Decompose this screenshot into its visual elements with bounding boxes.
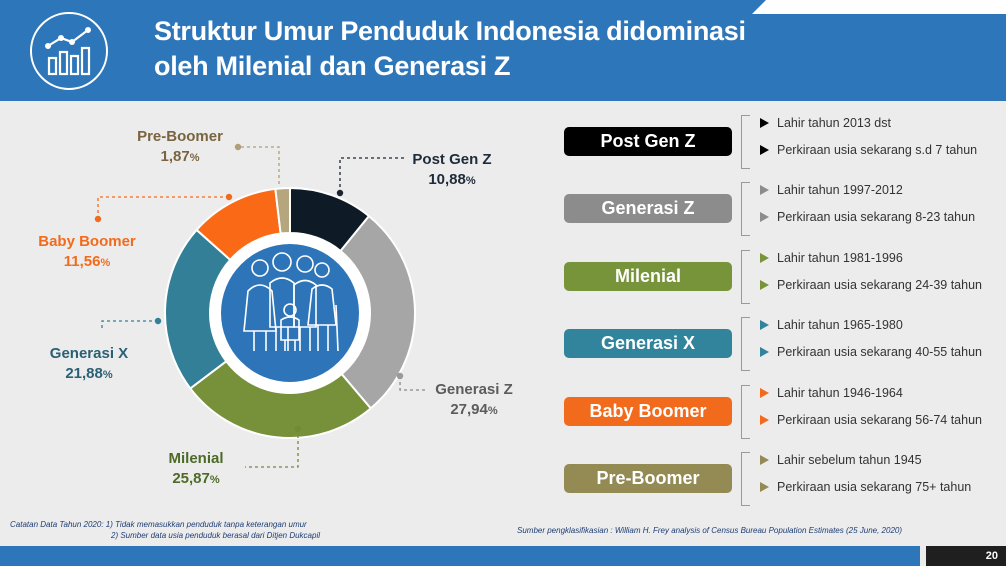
generation-info-2: Perkiraan usia sekarang s.d 7 tahun bbox=[760, 143, 977, 158]
generation-bracket bbox=[741, 250, 750, 304]
triangle-bullet-icon bbox=[760, 118, 769, 128]
label-percent: % bbox=[102, 369, 113, 381]
generation-info-text: Lahir tahun 2013 dst bbox=[777, 116, 891, 130]
label-name: Generasi Z bbox=[435, 381, 513, 398]
generation-box: Post Gen Z bbox=[564, 127, 732, 156]
family-figure-icon bbox=[243, 252, 339, 352]
generation-info-2: Perkiraan usia sekarang 8-23 tahun bbox=[760, 210, 975, 225]
dot-post-gen-z bbox=[336, 189, 344, 197]
label-generasi-z: Generasi Z 27,94% bbox=[424, 380, 524, 422]
label-name: Baby Boomer bbox=[38, 233, 136, 250]
note-line-1: Catatan Data Tahun 2020: 1) Tidak memasu… bbox=[10, 520, 307, 529]
page-title: Struktur Umur Penduduk Indonesia didomin… bbox=[154, 14, 746, 84]
generation-box: Milenial bbox=[564, 262, 732, 291]
triangle-bullet-icon bbox=[760, 415, 769, 425]
leader-post-gen-z bbox=[339, 157, 404, 193]
title-line-1: Struktur Umur Penduduk Indonesia didomin… bbox=[154, 16, 746, 46]
leader-baby-boomer bbox=[97, 196, 229, 219]
label-milenial: Milenial 25,87% bbox=[156, 449, 236, 491]
label-generasi-x: Generasi X 21,88% bbox=[42, 344, 136, 386]
generation-info-2: Perkiraan usia sekarang 40-55 tahun bbox=[760, 345, 982, 360]
triangle-bullet-icon bbox=[760, 185, 769, 195]
generation-info-text: Perkiraan usia sekarang 24-39 tahun bbox=[777, 278, 982, 292]
generation-info-text: Perkiraan usia sekarang 8-23 tahun bbox=[777, 210, 976, 224]
family-icon bbox=[221, 244, 359, 382]
generation-info-text: Lahir tahun 1946-1964 bbox=[777, 386, 903, 400]
header-ribbon bbox=[752, 0, 1006, 14]
triangle-bullet-icon bbox=[760, 320, 769, 330]
page-number: 20 bbox=[926, 546, 1006, 566]
label-percent: % bbox=[209, 474, 220, 486]
label-name: Milenial bbox=[168, 450, 224, 467]
label-value: 21,88 bbox=[65, 365, 103, 382]
chart-growth-icon bbox=[30, 12, 108, 90]
triangle-bullet-icon bbox=[760, 347, 769, 357]
dot-generasi-x bbox=[154, 317, 162, 325]
header-banner: Struktur Umur Penduduk Indonesia didomin… bbox=[0, 0, 1006, 101]
leader-milenial bbox=[245, 429, 299, 468]
triangle-bullet-icon bbox=[760, 280, 769, 290]
generation-info-text: Perkiraan usia sekarang s.d 7 tahun bbox=[777, 143, 978, 157]
footer-bar bbox=[0, 546, 920, 566]
generation-info-2: Perkiraan usia sekarang 24-39 tahun bbox=[760, 278, 982, 293]
generation-bracket bbox=[741, 385, 750, 439]
generation-info-1: Lahir sebelum tahun 1945 bbox=[760, 453, 922, 468]
dot-milenial bbox=[294, 425, 302, 433]
generation-bracket bbox=[741, 182, 750, 236]
note-line-2: 2) Sumber data usia penduduk berasal dar… bbox=[111, 531, 321, 540]
triangle-bullet-icon bbox=[760, 482, 769, 492]
label-pre-boomer: Pre-Boomer 1,87% bbox=[128, 127, 232, 169]
generation-info-text: Lahir sebelum tahun 1945 bbox=[777, 453, 922, 467]
generation-info-1: Lahir tahun 1965-1980 bbox=[760, 318, 903, 333]
label-post-gen-z: Post Gen Z 10,88% bbox=[404, 150, 500, 192]
generation-info-2: Perkiraan usia sekarang 75+ tahun bbox=[760, 480, 971, 495]
generation-box: Baby Boomer bbox=[564, 397, 732, 426]
label-value: 27,94 bbox=[450, 401, 488, 418]
leader-generasi-x bbox=[101, 320, 158, 329]
label-name: Post Gen Z bbox=[412, 151, 492, 168]
triangle-bullet-icon bbox=[760, 388, 769, 398]
generation-info-text: Lahir tahun 1965-1980 bbox=[777, 318, 903, 332]
label-name: Generasi X bbox=[49, 345, 129, 362]
generation-info-1: Lahir tahun 1946-1964 bbox=[760, 386, 903, 401]
label-percent: % bbox=[487, 405, 498, 417]
generation-info-text: Perkiraan usia sekarang 75+ tahun bbox=[777, 480, 972, 494]
generation-bracket bbox=[741, 115, 750, 169]
generation-box: Generasi Z bbox=[564, 194, 732, 223]
generation-info-1: Lahir tahun 1981-1996 bbox=[760, 251, 903, 266]
dot-baby-boomer-arc bbox=[225, 193, 233, 201]
generation-bracket bbox=[741, 317, 750, 371]
label-percent: % bbox=[100, 257, 111, 269]
label-percent: % bbox=[465, 175, 476, 187]
generation-info-1: Lahir tahun 2013 dst bbox=[760, 116, 891, 131]
label-name: Pre-Boomer bbox=[137, 128, 223, 145]
dot-baby-boomer bbox=[94, 215, 102, 223]
generation-box: Generasi X bbox=[564, 329, 732, 358]
label-value: 25,87 bbox=[172, 470, 210, 487]
triangle-bullet-icon bbox=[760, 145, 769, 155]
label-value: 10,88 bbox=[428, 171, 466, 188]
triangle-bullet-icon bbox=[760, 455, 769, 465]
label-value: 11,56 bbox=[63, 253, 101, 270]
generation-info-text: Perkiraan usia sekarang 56-74 tahun bbox=[777, 413, 982, 427]
title-line-2: oleh Milenial dan Generasi Z bbox=[154, 51, 511, 81]
leader-generasi-z bbox=[399, 376, 426, 391]
source-note: Sumber pengklasifikasian : William H. Fr… bbox=[517, 526, 902, 535]
generation-bracket bbox=[741, 452, 750, 506]
triangle-bullet-icon bbox=[760, 253, 769, 263]
label-percent: % bbox=[189, 152, 200, 164]
generation-info-1: Lahir tahun 1997-2012 bbox=[760, 183, 903, 198]
label-baby-boomer: Baby Boomer 11,56% bbox=[28, 232, 146, 274]
triangle-bullet-icon bbox=[760, 212, 769, 222]
dot-pre-boomer bbox=[234, 143, 242, 151]
leader-pre-boomer bbox=[238, 146, 280, 184]
generation-info-2: Perkiraan usia sekarang 56-74 tahun bbox=[760, 413, 982, 428]
generation-info-text: Lahir tahun 1981-1996 bbox=[777, 251, 903, 265]
generation-info-text: Lahir tahun 1997-2012 bbox=[777, 183, 903, 197]
generation-info-text: Perkiraan usia sekarang 40-55 tahun bbox=[777, 345, 982, 359]
label-value: 1,87 bbox=[160, 148, 190, 165]
donut-chart bbox=[94, 143, 426, 468]
generation-box: Pre-Boomer bbox=[564, 464, 732, 493]
dot-generasi-z bbox=[396, 372, 404, 380]
